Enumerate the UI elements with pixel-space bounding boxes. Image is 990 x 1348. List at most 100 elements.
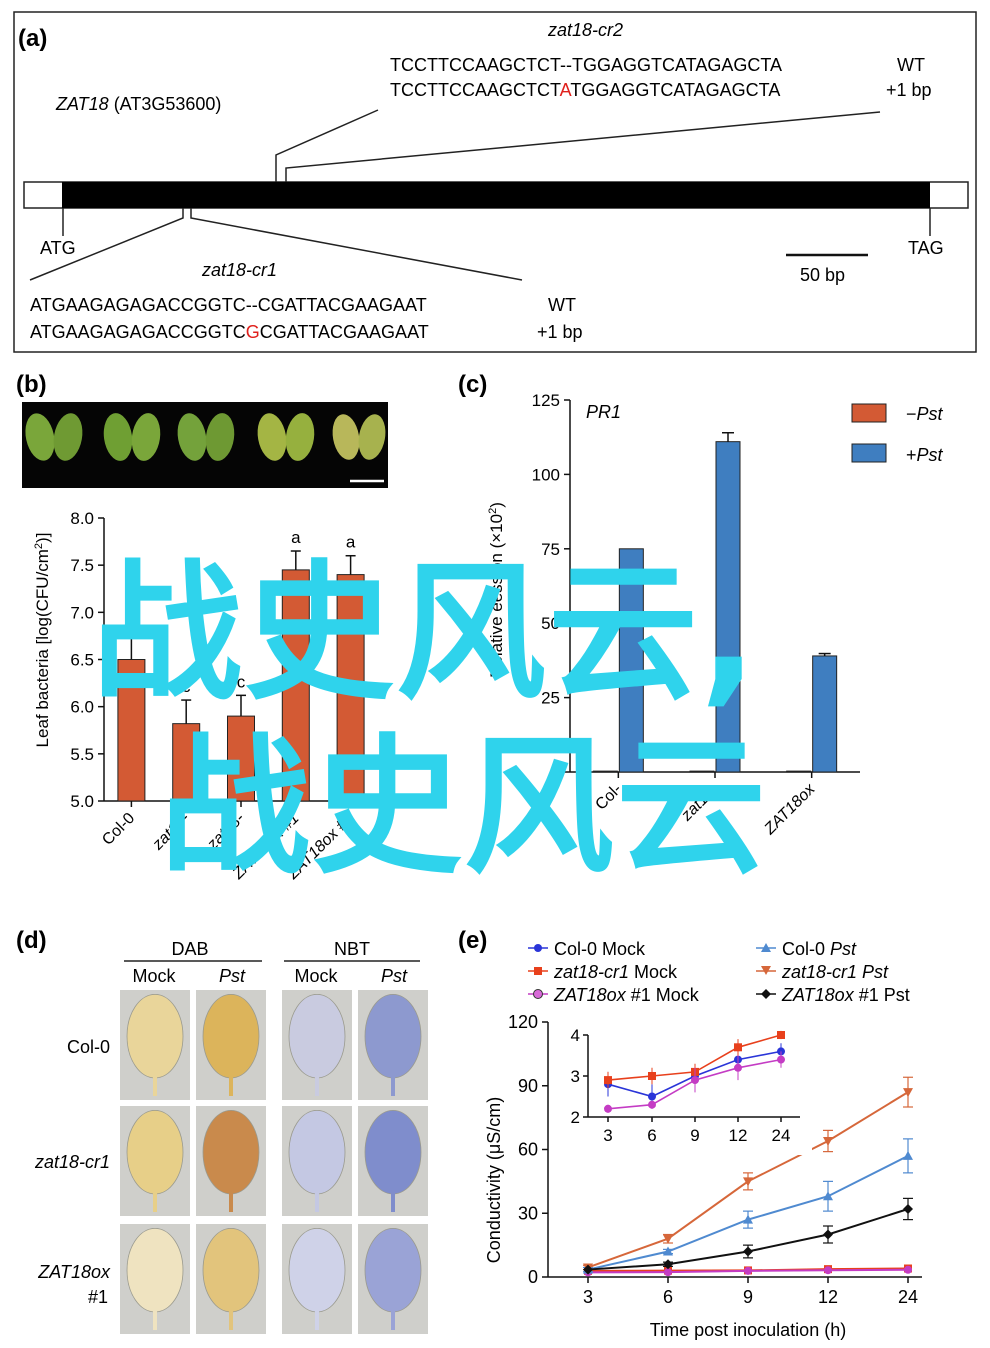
e-data-point xyxy=(664,1268,672,1277)
e-y-tick-label: 0 xyxy=(528,1267,538,1287)
row-label-col0: Col-0 xyxy=(67,1037,110,1057)
c-bar xyxy=(786,770,812,773)
subheader-dab-pst: Pst xyxy=(219,966,246,986)
group-header-nbt: NBT xyxy=(334,939,370,959)
b-significance-letter: a xyxy=(291,528,301,547)
tag-label: TAG xyxy=(908,238,944,258)
b-bar xyxy=(281,569,310,802)
row-label-cr1: zat18-cr1 xyxy=(34,1152,110,1172)
panel-a-label: (a) xyxy=(18,25,47,52)
cr1-callout-right xyxy=(190,208,523,281)
e-data-point xyxy=(823,1229,833,1240)
b-bar xyxy=(172,723,201,802)
e-y-tick-label: 60 xyxy=(518,1140,538,1160)
c-y-tick-label: 75 xyxy=(541,540,560,559)
legend-marker-cr1-mock xyxy=(534,967,542,975)
e-y-tick-label: 30 xyxy=(518,1203,538,1223)
c-y-tick-label: 0 xyxy=(551,763,560,782)
panel-e-legend: Col-0 Mock zat18-cr1 Mock ZAT18ox #1 Moc… xyxy=(528,939,910,1005)
panel-c-ylabel: Relative eession (×102) xyxy=(487,502,506,678)
cr1-wt-seq: ATGAAGAGAGACCGGTC--CGATTACGAAGAAT xyxy=(30,295,427,315)
legend-ox-pst: ZAT18ox #1 Pst xyxy=(781,985,910,1005)
panel-e-xlabel: Time post inoculation (h) xyxy=(650,1320,846,1340)
inset-data-point xyxy=(604,1076,612,1085)
subheader-nbt-pst: Pst xyxy=(381,966,408,986)
c-bar xyxy=(715,441,741,773)
subheader-nbt-mock: Mock xyxy=(294,966,338,986)
e-data-point xyxy=(663,1234,673,1244)
panel-b-label: (b) xyxy=(16,371,47,398)
e-data-point xyxy=(743,1246,753,1257)
legend-marker-ox-mock xyxy=(533,989,543,999)
e-data-point xyxy=(903,1150,913,1160)
cr1-mut-seq: ATGAAGAGAGACCGGTCGCGATTACGAAGAAT xyxy=(30,322,429,342)
b-significance-letter: c xyxy=(182,677,191,696)
inset-data-point xyxy=(604,1104,612,1113)
legend-minus-pst-label: −Pst xyxy=(906,404,944,424)
e-data-point xyxy=(903,1204,913,1214)
photo-leaf xyxy=(131,413,161,461)
cr1-title: zat18-cr1 xyxy=(201,260,277,280)
e-data-point xyxy=(823,1191,833,1201)
inset-data-point xyxy=(734,1043,742,1052)
e-data-point xyxy=(823,1137,833,1146)
b-significance-letter: c xyxy=(237,672,246,691)
gene-name: ZAT18 (AT3G53600) xyxy=(55,94,221,114)
photo-leaf xyxy=(53,413,83,461)
cr2-wt-tag: WT xyxy=(897,55,925,75)
c-bar xyxy=(618,548,644,773)
cr2-plus1-tag: +1 bp xyxy=(886,80,932,100)
e-data-point xyxy=(824,1266,832,1275)
b-bar xyxy=(227,715,255,802)
c-y-tick-label: 25 xyxy=(541,689,560,708)
inset-data-point xyxy=(648,1100,656,1109)
panel-c-gene-title: PR1 xyxy=(586,402,621,422)
inset-y-tick-label: 2 xyxy=(571,1108,580,1127)
e-data-point xyxy=(583,1264,593,1275)
photo-leaf xyxy=(205,413,235,461)
b-y-tick-label: 6.5 xyxy=(70,651,94,670)
panel-b-ylabel: Leaf bacteria [log(CFU/cm2)] xyxy=(33,533,52,748)
watermark-line-1: 战史风云, xyxy=(92,547,759,721)
panel-a-frame xyxy=(13,11,977,353)
c-y-tick-label: 50 xyxy=(541,614,560,633)
panel-a: (a) ZAT18 (AT3G53600) zat18-cr2 TCCTTCCA… xyxy=(13,11,977,353)
legend-plus-pst-swatch xyxy=(851,443,887,463)
e-x-tick-label: 3 xyxy=(583,1287,593,1307)
inset-x-tick-label: 6 xyxy=(647,1126,656,1145)
cr2-title: zat18-cr2 xyxy=(547,20,623,40)
panel-d-label: (d) xyxy=(16,927,47,954)
e-x-tick-label: 6 xyxy=(663,1287,673,1307)
photo-leaf xyxy=(257,413,287,461)
inset-y-tick-label: 3 xyxy=(571,1067,580,1086)
c-y-tick-label: 125 xyxy=(532,391,560,410)
gene-cds-box xyxy=(62,182,930,208)
e-data-point xyxy=(743,1177,753,1187)
b-y-tick-label: 6.0 xyxy=(70,698,94,717)
c-bar xyxy=(689,770,715,773)
panel-e-inset-chart: 2 3 4 3 6 9 12 24 xyxy=(564,1021,812,1155)
photo-leaf xyxy=(177,413,207,461)
cr1-plus1-tag: +1 bp xyxy=(537,322,583,342)
b-bar xyxy=(117,659,146,802)
e-y-tick-label: 120 xyxy=(508,1012,538,1032)
b-significance-letter: a xyxy=(346,533,356,552)
inset-data-point xyxy=(648,1092,656,1101)
legend-minus-pst-swatch xyxy=(851,403,887,423)
photo-leaf xyxy=(358,414,386,460)
e-data-point xyxy=(663,1246,673,1256)
inset-x-tick-label: 9 xyxy=(690,1126,699,1145)
inset-data-point xyxy=(777,1055,785,1064)
legend-cr1-mock: zat18-cr1 Mock xyxy=(553,962,678,982)
group-header-dab: DAB xyxy=(171,939,208,959)
panel-e-label: (e) xyxy=(458,927,487,954)
legend-col0-mock: Col-0 Mock xyxy=(554,939,646,959)
atg-label: ATG xyxy=(40,238,76,258)
inset-x-tick-label: 24 xyxy=(772,1126,791,1145)
inset-data-point xyxy=(777,1031,785,1039)
panel-c-label: (c) xyxy=(458,371,487,398)
leaf-photo-leaves xyxy=(25,413,386,483)
photo-leaf xyxy=(285,413,315,461)
inset-data-point xyxy=(648,1072,656,1080)
e-data-point xyxy=(743,1214,753,1224)
